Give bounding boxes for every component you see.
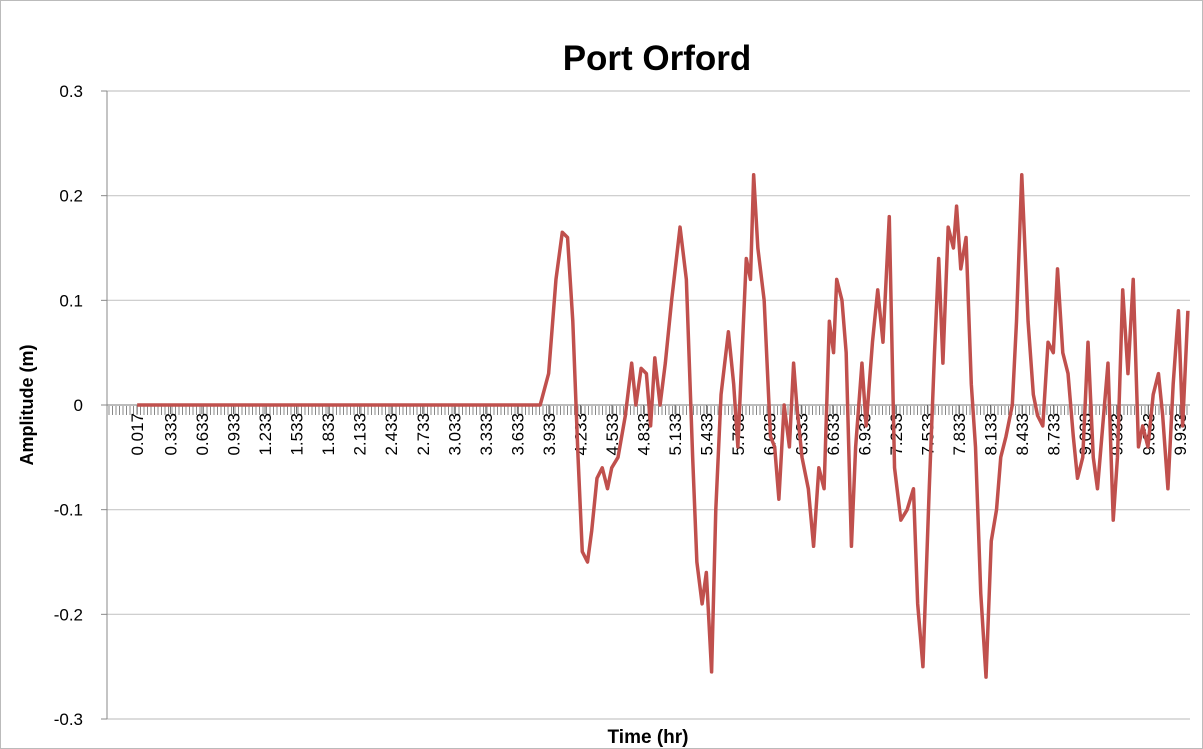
x-tick-label: 2.133 [351,413,370,456]
x-axis-label: Time (hr) [608,727,689,748]
data-line [137,172,1190,679]
x-tick-labels: 0.017 0.333 0.633 0.933 1.233 1.533 1.833 2.133… [128,405,1190,456]
y-tick-label: 0.2 [59,187,83,206]
y-tick-label: 0.3 [59,82,83,101]
y-tick-label: 0.1 [59,291,83,310]
x-tick-label: 7.233 [887,413,906,456]
y-tick-label: -0.1 [54,501,83,520]
x-tick-label: 5.133 [666,413,685,456]
y-tick-label: 0 [74,396,83,415]
x-tick-label: 2.433 [382,413,401,456]
x-tick-label: 1.833 [319,413,338,456]
x-tick-label: 6.933 [855,413,874,456]
x-tick-label: 7.833 [950,413,969,456]
x-tick-label: 2.733 [414,413,433,456]
x-tick-label: 1.233 [256,413,275,456]
x-tick-label: 0.633 [193,413,212,456]
x-tick-label: 8.433 [1013,413,1032,456]
x-tick-label: 5.433 [698,413,717,456]
x-tick-label: 9.933 [1171,413,1190,456]
y-axis-label: Amplitude (m) [17,345,37,466]
plot [137,172,1190,679]
x-tick-label: 8.133 [982,413,1001,456]
x-tick-label: 0.017 [128,413,147,456]
x-tick-label: 6.633 [824,413,843,456]
y-tick-label: -0.3 [54,710,83,729]
x-tick-label: 0.333 [161,413,180,456]
x-tick-label: 1.533 [288,413,307,456]
x-tick-label: 3.033 [445,413,464,456]
y-tick-label: -0.2 [54,605,83,624]
x-tick-label: 3.633 [508,413,527,456]
x-tick-label: 3.333 [477,413,496,456]
x-tick-label: 4.233 [571,413,590,456]
x-tick-label: 3.933 [540,413,559,456]
x-tick-label: 7.533 [918,413,937,456]
x-tick-label: 4.533 [603,413,622,456]
x-tick-label: 0.933 [224,413,243,456]
chart-title: Port Orford [563,39,752,78]
x-tick-label: 8.733 [1045,413,1064,456]
